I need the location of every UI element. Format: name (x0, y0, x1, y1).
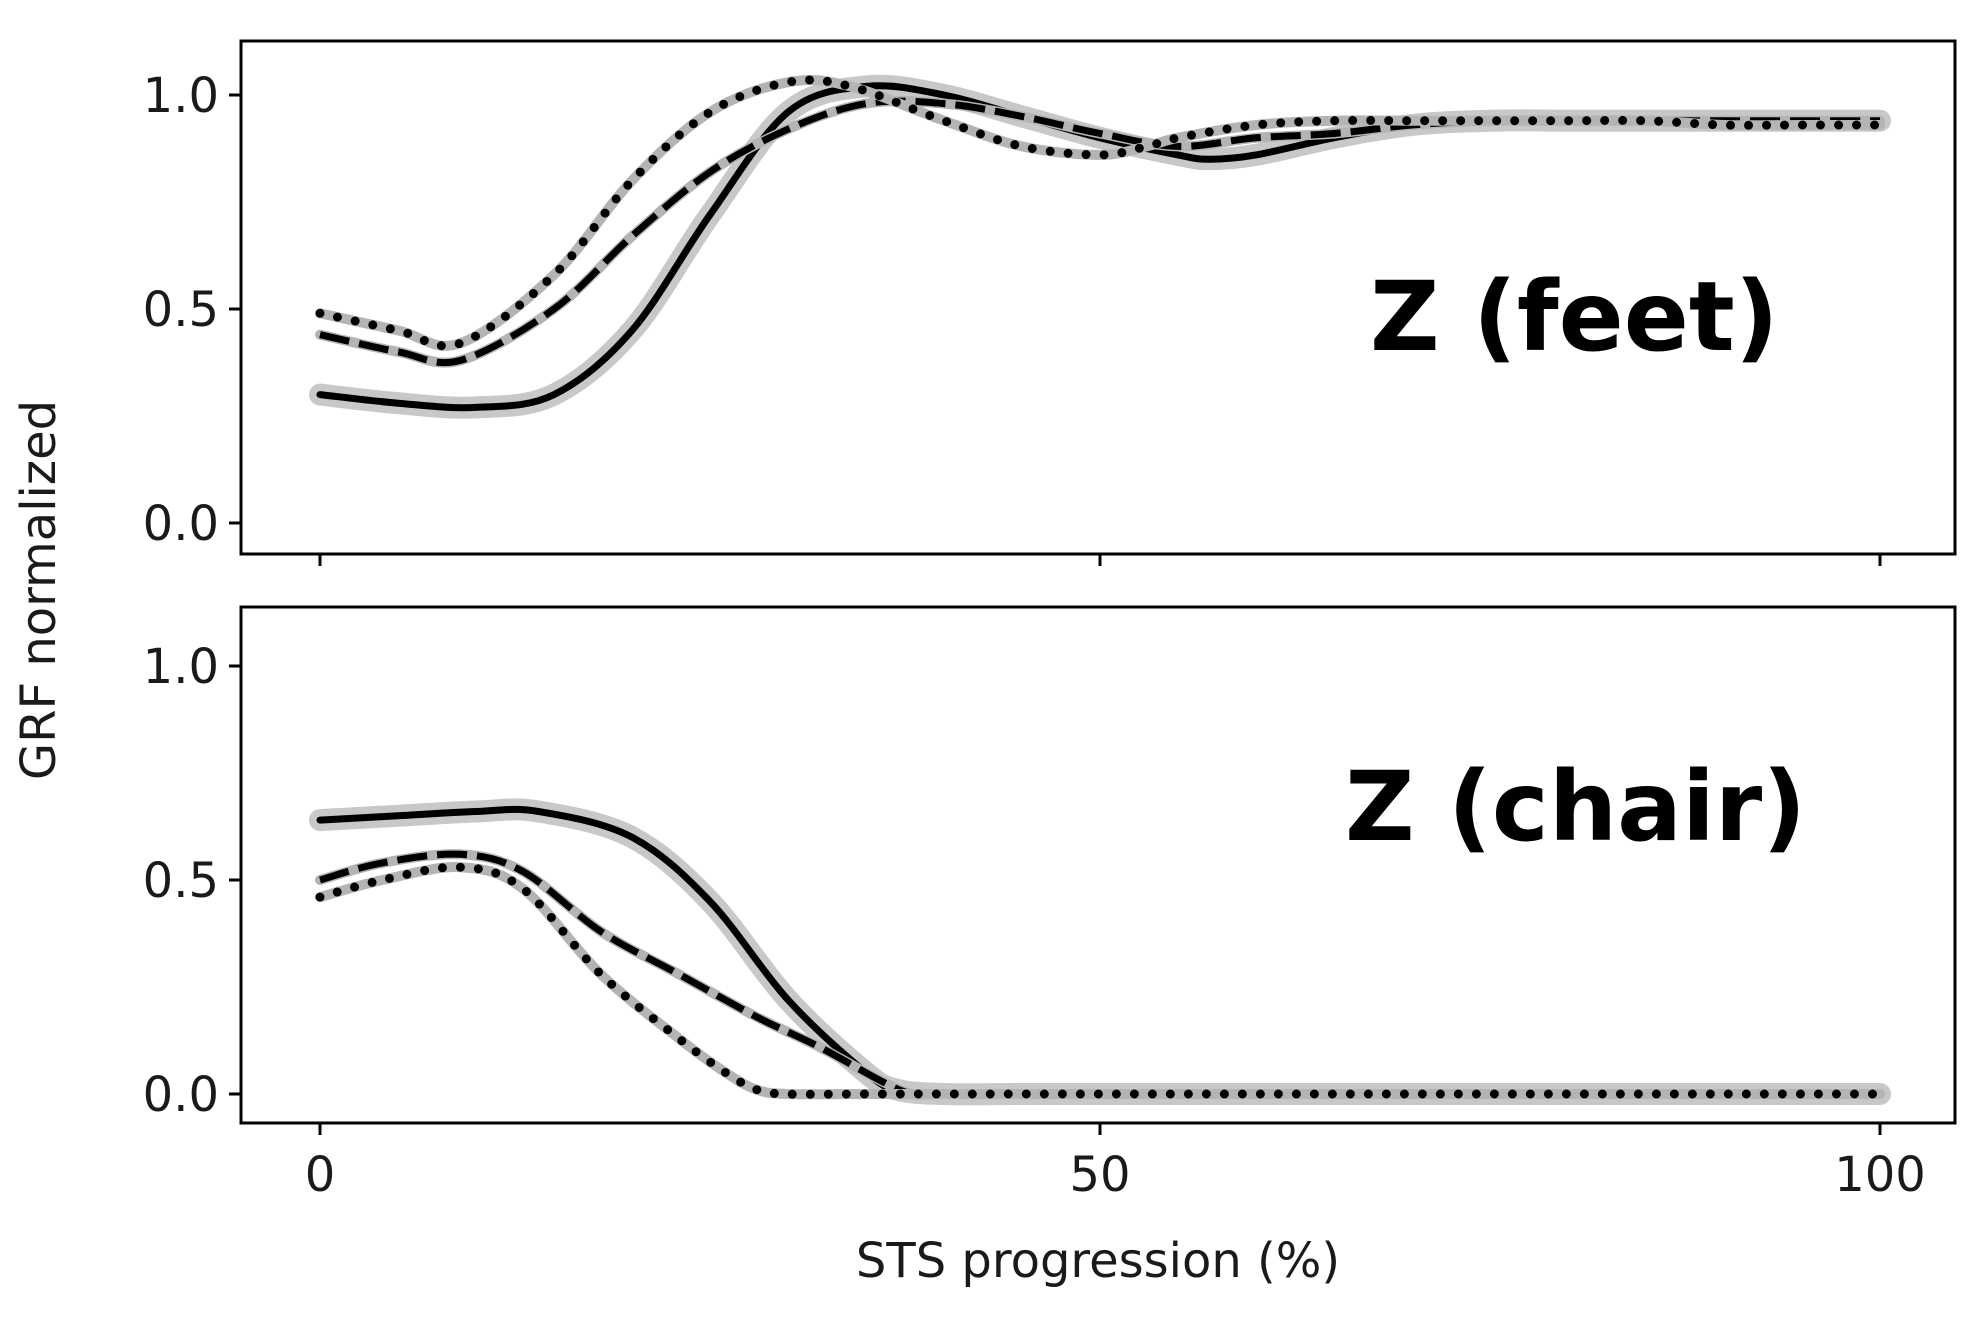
panel-chair: 0.0 0.5 1.0 0 50 100 Z (chair) (143, 605, 1957, 1203)
y-tick-label-feet-0: 0.0 (143, 496, 219, 552)
series-line-feet-dotted (315, 75, 1885, 351)
panel-chair-frame (239, 605, 1957, 1125)
y-tick-label-chair-0: 0.0 (143, 1067, 219, 1123)
panel-feet-frame (239, 39, 1957, 556)
x-tick-label-1: 50 (1069, 1147, 1130, 1203)
x-tick-label-0: 0 (305, 1147, 336, 1203)
panel-chair-y-axis: 0.0 0.5 1.0 (143, 639, 241, 1123)
panel-annotation-feet: Z (feet) (1370, 261, 1779, 373)
panel-chair-x-axis: 0 50 100 (305, 1123, 1926, 1203)
series-halo-chair-dotted (315, 862, 1885, 1100)
panel-annotation-chair: Z (chair) (1345, 751, 1806, 863)
panel-feet-y-axis: 0.0 0.5 1.0 (143, 68, 241, 552)
series-line-chair-dotted (315, 862, 1885, 1099)
panel-feet: 0.0 0.5 1.0 Z (feet) (143, 39, 1957, 566)
panel-feet-series (309, 74, 1891, 419)
x-axis-label: STS progression (%) (856, 1233, 1340, 1289)
x-tick-label-2: 100 (1834, 1147, 1926, 1203)
y-tick-label-chair-2: 1.0 (143, 639, 219, 695)
series-line-chair-dashed (319, 850, 1880, 1099)
y-axis-label: GRF normalized (11, 400, 67, 780)
y-tick-label-chair-1: 0.5 (143, 853, 219, 909)
panel-chair-series (309, 798, 1891, 1106)
panel-feet-x-axis (318, 554, 1882, 566)
y-tick-label-feet-2: 1.0 (143, 68, 219, 124)
y-tick-label-feet-1: 0.5 (143, 282, 219, 338)
